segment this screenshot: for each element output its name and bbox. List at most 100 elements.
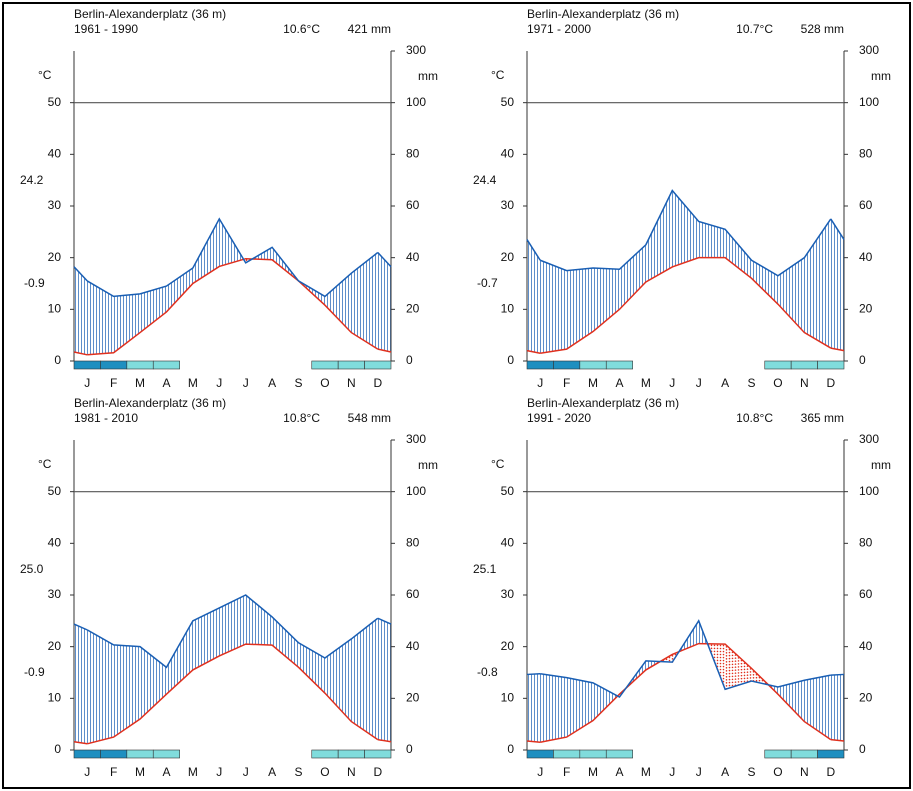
y2-tick-label: 100 bbox=[406, 95, 426, 109]
arid-dot bbox=[671, 655, 674, 657]
frost-box bbox=[790, 360, 818, 370]
frost-box bbox=[526, 360, 554, 370]
month-label: A bbox=[721, 765, 729, 779]
arid-dot bbox=[737, 666, 740, 668]
month-label: J bbox=[537, 376, 543, 390]
y2-axis-label: mm bbox=[418, 69, 438, 83]
y-tick-label: 0 bbox=[507, 742, 514, 756]
y-tick-label: 40 bbox=[48, 536, 62, 550]
month-label: J bbox=[84, 765, 90, 779]
curve-edge bbox=[830, 673, 845, 676]
arid-dot bbox=[725, 652, 728, 654]
y-tick-label: 30 bbox=[501, 587, 515, 601]
month-label: J bbox=[696, 765, 702, 779]
temperature-line bbox=[87, 257, 379, 356]
arid-dot bbox=[719, 656, 722, 659]
arid-dot bbox=[725, 682, 728, 684]
frost-box bbox=[337, 360, 365, 370]
arid-dot bbox=[725, 658, 728, 660]
y2-tick-label: 100 bbox=[859, 95, 879, 109]
curve-edge bbox=[526, 239, 541, 261]
arid-dot bbox=[668, 659, 671, 662]
arid-dot bbox=[743, 668, 746, 671]
arid-dot bbox=[716, 653, 719, 656]
arid-dot bbox=[722, 671, 725, 674]
arid-dot bbox=[731, 663, 734, 666]
y-tick-label: 20 bbox=[501, 639, 515, 653]
arid-dot bbox=[722, 680, 725, 683]
y-tick-label: 50 bbox=[501, 95, 515, 109]
arid-dot bbox=[728, 675, 731, 678]
curve-edge bbox=[73, 351, 88, 356]
arid-dot bbox=[737, 669, 740, 671]
period: 1991 - 2020 bbox=[527, 411, 591, 425]
y2-tick-label: 40 bbox=[406, 639, 420, 653]
station-title: Berlin-Alexanderplatz (36 m) bbox=[74, 396, 226, 410]
arid-dot bbox=[728, 663, 731, 666]
frost-box bbox=[790, 749, 818, 759]
arid-dot bbox=[671, 658, 674, 660]
arid-dot bbox=[749, 671, 752, 673]
curve-edge bbox=[526, 349, 541, 354]
y2-tick-label: 20 bbox=[859, 302, 873, 316]
frost-box bbox=[337, 749, 365, 759]
curve-edge bbox=[377, 348, 392, 353]
frost-box bbox=[553, 749, 581, 759]
arid-dot bbox=[728, 654, 731, 657]
station-title: Berlin-Alexanderplatz (36 m) bbox=[527, 7, 679, 21]
frost-box bbox=[73, 360, 101, 370]
min-temperature-label: -0.7 bbox=[477, 276, 498, 290]
month-label: S bbox=[295, 376, 303, 390]
month-label: F bbox=[563, 376, 570, 390]
month-label: N bbox=[347, 765, 356, 779]
y2-tick-label: 300 bbox=[859, 432, 879, 446]
period: 1981 - 2010 bbox=[74, 411, 138, 425]
y2-tick-label: 0 bbox=[859, 742, 866, 756]
month-label: M bbox=[188, 765, 198, 779]
arid-dot bbox=[728, 672, 731, 675]
arid-dot bbox=[716, 662, 719, 665]
max-temperature-label: 24.4 bbox=[473, 173, 497, 187]
arid-dot bbox=[755, 676, 758, 679]
arid-dot bbox=[734, 678, 737, 680]
month-label: N bbox=[800, 765, 809, 779]
arid-dot bbox=[713, 653, 716, 656]
arid-dot bbox=[731, 660, 734, 663]
frost-box bbox=[764, 749, 792, 759]
arid-dot bbox=[722, 677, 725, 680]
y-tick-label: 20 bbox=[501, 250, 515, 264]
arid-dot bbox=[746, 668, 749, 670]
y2-tick-label: 100 bbox=[406, 484, 426, 498]
month-label: O bbox=[320, 376, 329, 390]
frost-box bbox=[311, 749, 339, 759]
y-axis-label: °C bbox=[38, 68, 52, 82]
month-label: M bbox=[641, 765, 651, 779]
frost-box bbox=[605, 749, 633, 759]
arid-dot bbox=[737, 663, 740, 665]
arid-dot bbox=[734, 675, 737, 677]
arid-dot bbox=[713, 650, 716, 653]
arid-dot bbox=[728, 678, 731, 681]
arid-dot bbox=[722, 644, 725, 647]
arid-dot bbox=[734, 657, 737, 659]
arid-dot bbox=[716, 647, 719, 650]
arid-dot bbox=[728, 681, 731, 684]
y-tick-label: 0 bbox=[54, 742, 61, 756]
frost-box bbox=[152, 749, 180, 759]
y2-axis-label: mm bbox=[871, 458, 891, 472]
month-label: D bbox=[826, 376, 835, 390]
arid-dot bbox=[749, 677, 752, 679]
arid-dot bbox=[743, 677, 746, 680]
arid-dot bbox=[722, 662, 725, 665]
frost-box bbox=[364, 360, 392, 370]
arid-dot bbox=[728, 657, 731, 660]
arid-dot bbox=[722, 653, 725, 656]
arid-dot bbox=[716, 644, 719, 647]
y2-tick-label: 100 bbox=[859, 484, 879, 498]
precipitation-line bbox=[540, 619, 831, 699]
month-label: J bbox=[696, 376, 702, 390]
y2-tick-label: 60 bbox=[859, 587, 873, 601]
arid-dot bbox=[728, 684, 731, 687]
month-label: N bbox=[800, 376, 809, 390]
